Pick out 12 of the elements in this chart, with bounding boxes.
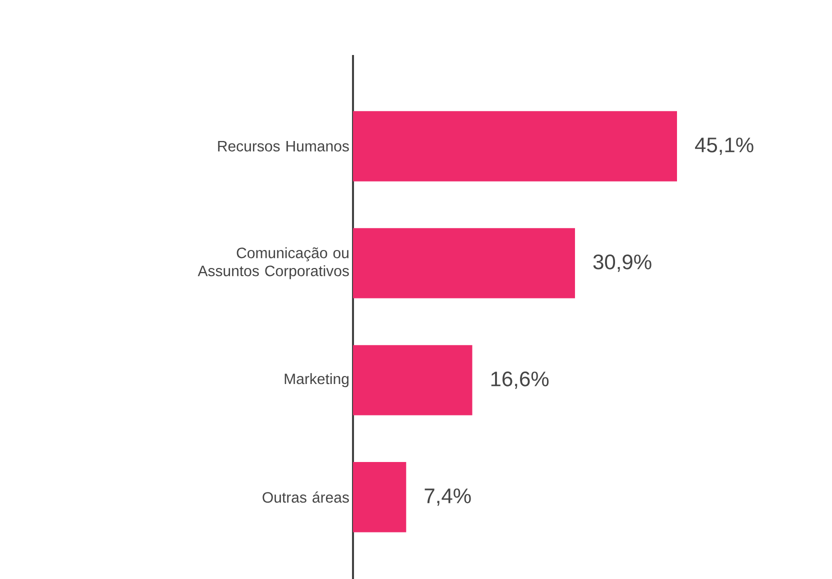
y-tick-label: Outras áreas: [262, 492, 349, 503]
y-tick-label: Comunicação ou Assuntos Corporativos: [198, 247, 349, 280]
data-label: 7,4%: [424, 488, 471, 506]
bar: [353, 462, 406, 532]
y-tick-label: Recursos Humanos: [218, 141, 349, 152]
y-tick-label: Marketing: [284, 373, 348, 388]
data-label: 45,1%: [695, 138, 754, 155]
bar: [353, 111, 678, 182]
bar: [353, 345, 472, 416]
bar: [353, 228, 575, 298]
data-label: 30,9%: [593, 254, 652, 272]
data-label: 16,6%: [491, 371, 549, 389]
